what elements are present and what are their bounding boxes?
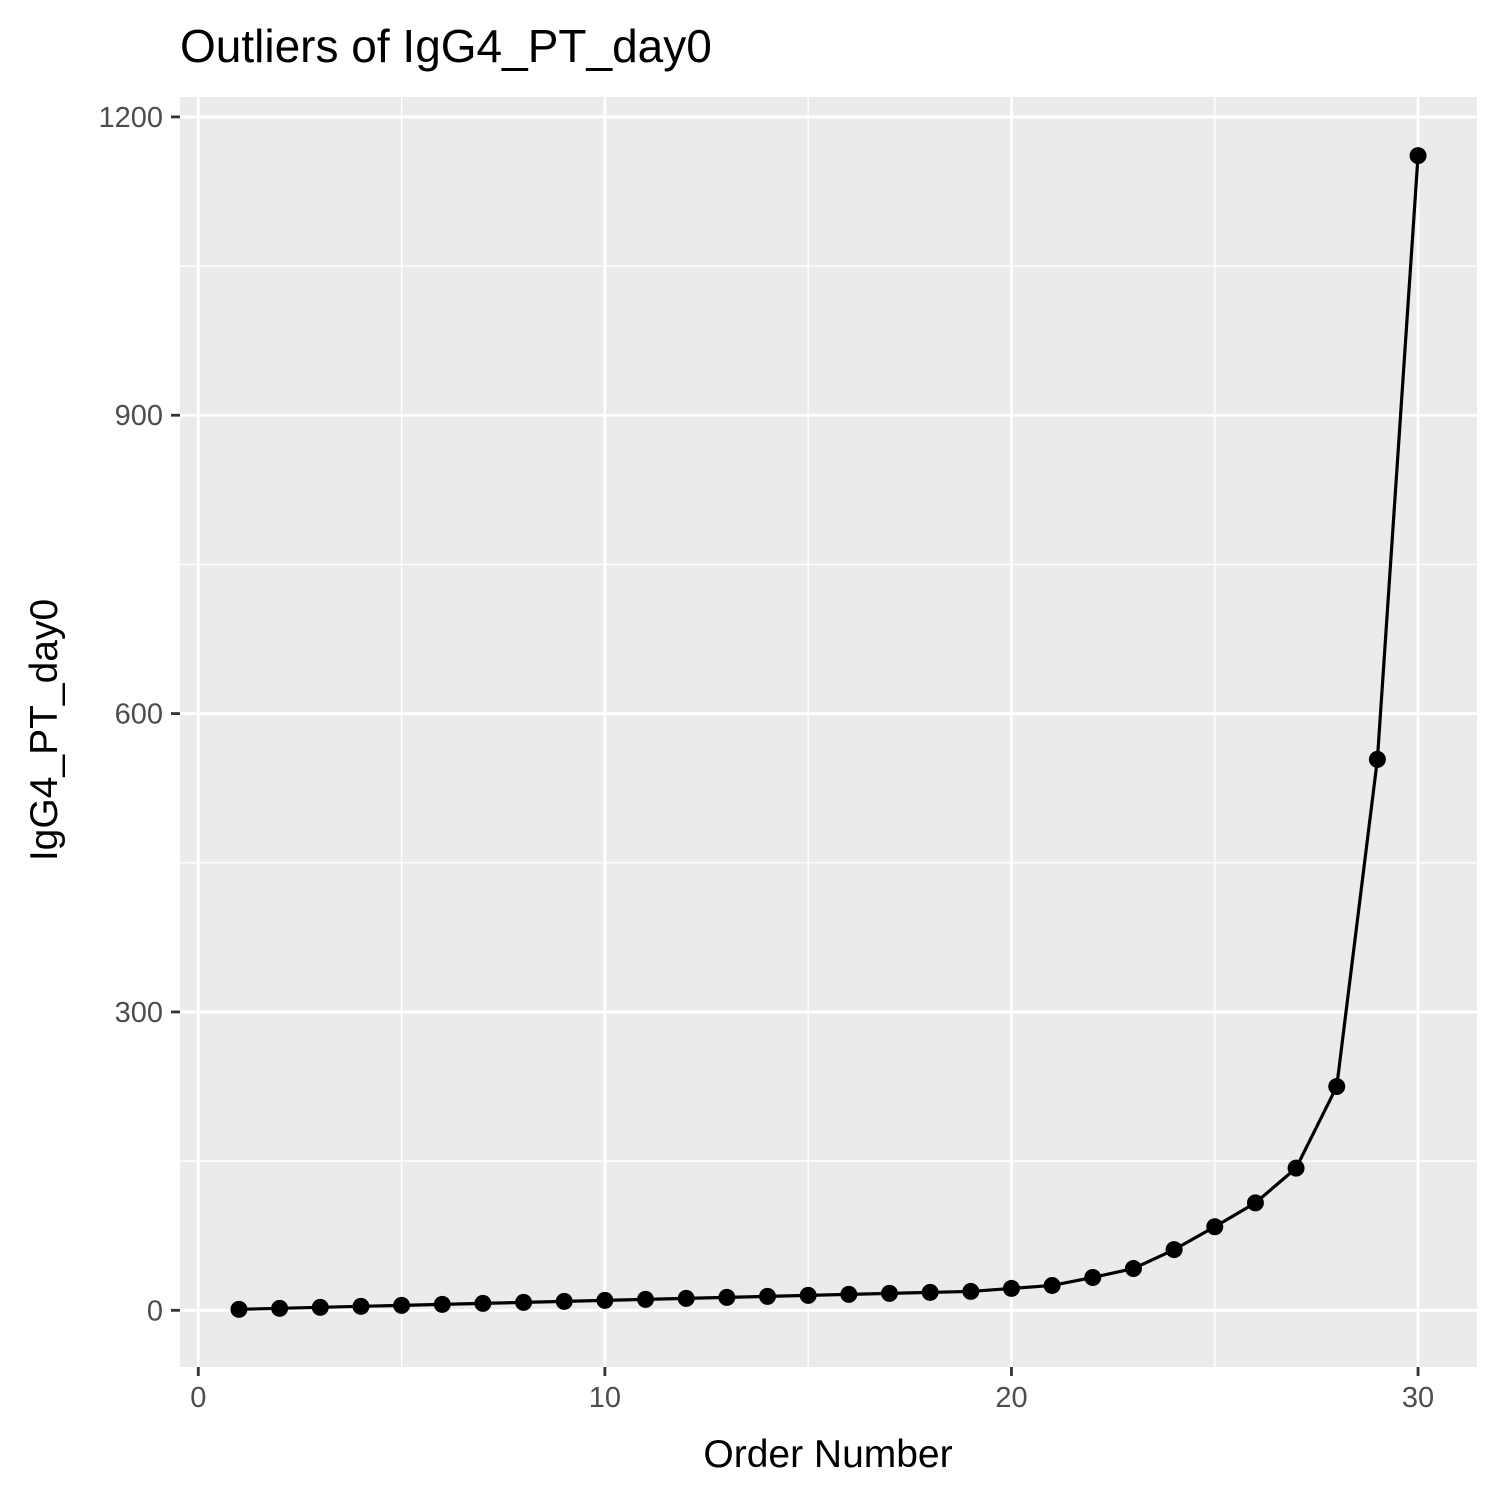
- x-tick-label: 30: [1402, 1382, 1434, 1414]
- data-point: [840, 1285, 858, 1303]
- x-tick-label: 10: [589, 1382, 621, 1414]
- data-point: [555, 1292, 573, 1310]
- x-axis: 0 10 20 30: [190, 1367, 1434, 1414]
- data-point: [1002, 1279, 1020, 1297]
- data-point: [1165, 1241, 1183, 1259]
- data-point: [596, 1291, 614, 1309]
- y-tick-label: 300: [115, 997, 163, 1029]
- data-point: [759, 1287, 777, 1305]
- data-point: [1368, 750, 1386, 768]
- data-point: [433, 1295, 451, 1313]
- y-tick-label: 1200: [98, 102, 163, 134]
- y-tick-label: 900: [115, 400, 163, 432]
- data-point: [921, 1283, 939, 1301]
- data-point: [230, 1300, 248, 1318]
- data-point: [393, 1296, 411, 1314]
- data-point: [474, 1294, 492, 1312]
- series-layer: [230, 147, 1427, 1318]
- data-point: [352, 1297, 370, 1315]
- data-point: [515, 1293, 533, 1311]
- data-point: [637, 1290, 655, 1308]
- plot-background: [180, 97, 1477, 1367]
- y-axis: 0 300 600 900 1200: [98, 102, 180, 1327]
- data-point: [1043, 1276, 1061, 1294]
- data-point: [1084, 1268, 1102, 1286]
- data-point: [1328, 1078, 1346, 1096]
- data-point: [799, 1286, 817, 1304]
- data-point: [962, 1282, 980, 1300]
- chart-title: Outliers of IgG4_PT_day0: [180, 20, 712, 72]
- minor-grid: [180, 97, 1477, 1367]
- data-point: [1246, 1194, 1264, 1212]
- data-point: [1124, 1260, 1142, 1278]
- data-point: [1409, 147, 1427, 165]
- data-point: [718, 1288, 736, 1306]
- x-axis-title: Order Number: [703, 1433, 952, 1476]
- data-point: [311, 1298, 329, 1316]
- x-tick-label: 0: [190, 1382, 206, 1414]
- data-point: [1287, 1159, 1305, 1177]
- x-tick-label: 20: [995, 1382, 1027, 1414]
- y-tick-label: 600: [115, 699, 163, 731]
- y-tick-label: 0: [147, 1295, 163, 1327]
- data-point: [271, 1299, 289, 1317]
- data-point: [880, 1284, 898, 1302]
- y-axis-title: IgG4_PT_day0: [23, 599, 66, 861]
- data-point: [677, 1289, 695, 1307]
- data-point: [1206, 1218, 1224, 1236]
